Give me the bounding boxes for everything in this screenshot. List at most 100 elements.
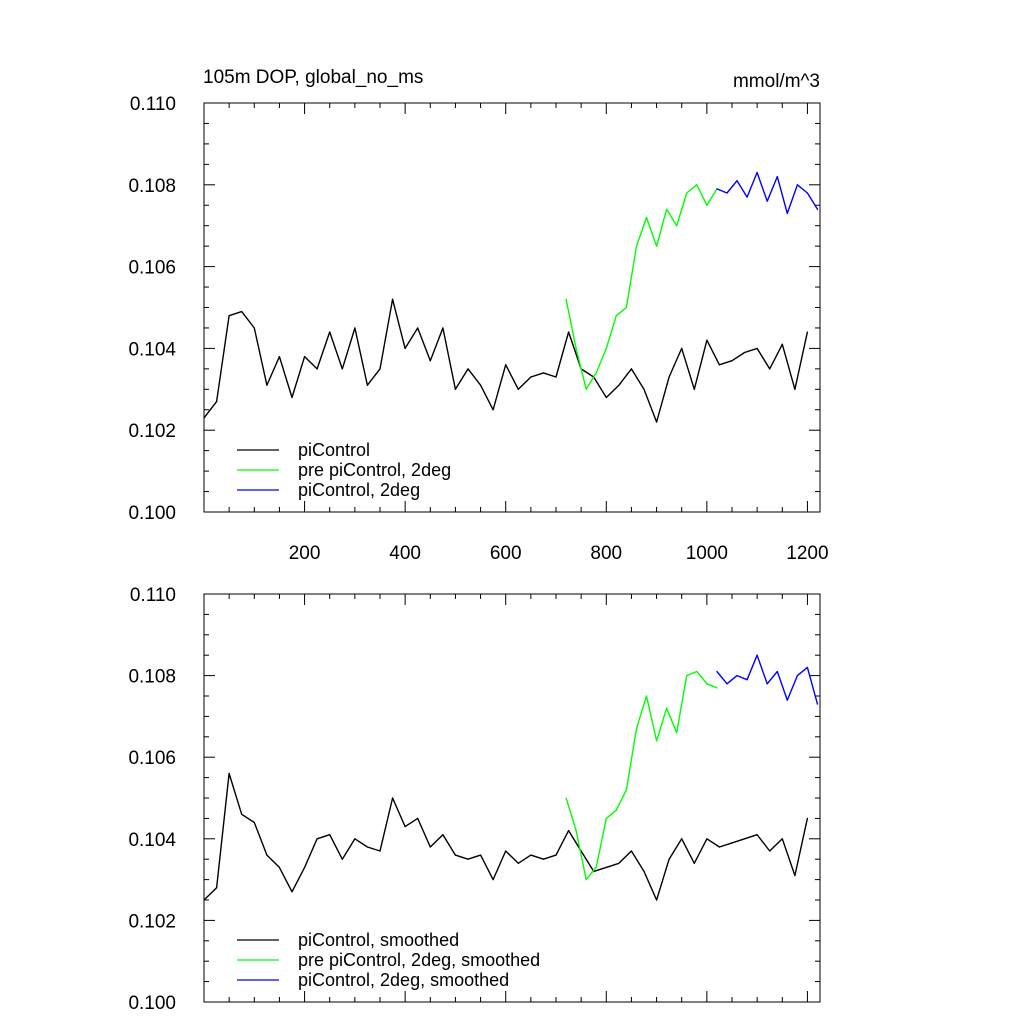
data-point [404, 347, 406, 349]
data-point [635, 245, 638, 247]
legend-label: piControl, 2deg, smoothed [298, 970, 509, 990]
data-point [429, 846, 431, 848]
data-point [479, 384, 482, 386]
data-point [776, 670, 778, 673]
data-point [794, 874, 796, 877]
data-point [769, 850, 771, 852]
data-point [655, 740, 658, 742]
data-point [756, 834, 758, 836]
data-point [417, 327, 419, 329]
y-tick-label: 0.108 [128, 176, 176, 197]
chart-title: 105m DOP, global_no_ms [203, 67, 423, 88]
data-point [696, 184, 698, 186]
data-point [645, 695, 648, 697]
plot-frame [203, 102, 821, 513]
data-point [796, 184, 798, 186]
data-point [786, 699, 788, 701]
data-point [736, 180, 738, 182]
data-point [643, 388, 645, 390]
data-point [681, 838, 683, 840]
data-point [615, 809, 617, 811]
data-point [635, 728, 638, 730]
data-point [585, 388, 587, 390]
data-point [716, 687, 718, 689]
data-point [746, 196, 748, 198]
data-point [366, 846, 369, 848]
data-point [467, 858, 469, 860]
data-point [706, 204, 708, 206]
legend-label: piControl [298, 440, 370, 460]
data-point [630, 368, 633, 370]
data-point [769, 368, 771, 370]
x-tick-label: 400 [389, 543, 421, 564]
y-tick-label: 0.102 [128, 911, 176, 932]
data-point [746, 679, 748, 681]
data-point [605, 866, 607, 868]
data-point [379, 368, 381, 370]
data-point [756, 171, 758, 174]
data-point [530, 376, 532, 378]
data-point [706, 838, 708, 840]
y-tick-label: 0.104 [128, 339, 176, 360]
data-point [693, 862, 695, 864]
data-point [595, 372, 597, 374]
data-point [731, 360, 733, 362]
data-point [786, 212, 788, 215]
data-point [726, 192, 728, 194]
data-point [686, 192, 688, 194]
data-point [479, 854, 482, 856]
data-point [565, 797, 567, 799]
data-point [766, 200, 768, 202]
data-point [676, 732, 678, 734]
data-point [542, 858, 545, 860]
data-point [776, 176, 778, 178]
data-point [743, 351, 746, 354]
data-point [756, 654, 758, 656]
data-point [492, 409, 494, 411]
data-point [215, 887, 218, 889]
data-point [467, 368, 469, 370]
data-point [555, 854, 557, 856]
data-point [391, 298, 394, 300]
data-point [379, 850, 381, 852]
data-point [736, 675, 738, 677]
data-point [203, 417, 205, 419]
data-point [756, 347, 758, 349]
data-point [706, 683, 708, 685]
data-point [567, 830, 570, 832]
data-point [291, 891, 293, 893]
data-point [454, 854, 457, 856]
data-point [354, 838, 356, 840]
series-line-0 [203, 772, 809, 901]
data-point [278, 866, 281, 868]
top-chart-panel: 105m DOP, global_no_ms mmol/m^3 200 400 60… [128, 67, 828, 564]
data-point [278, 355, 281, 358]
data-point [693, 388, 695, 390]
data-point [291, 396, 293, 399]
data-point [726, 683, 728, 685]
y-tick-label: 0.110 [130, 585, 176, 606]
data-point [630, 850, 633, 852]
data-point [655, 899, 658, 901]
data-point [303, 355, 306, 358]
data-point [429, 360, 431, 362]
data-point [241, 813, 243, 815]
legend-label: pre piControl, 2deg [298, 460, 451, 480]
data-point [766, 683, 768, 685]
y-tick-label: 0.104 [128, 830, 176, 851]
data-point [341, 368, 343, 370]
data-point [595, 866, 597, 868]
x-tick-label: 600 [490, 543, 522, 564]
x-tick-label: 800 [590, 543, 622, 564]
y-tick-label: 0.102 [128, 421, 176, 442]
legend-label: piControl, smoothed [298, 930, 459, 950]
data-point [806, 666, 809, 669]
data-point [716, 188, 718, 190]
data-point [605, 396, 607, 399]
data-point [618, 384, 620, 386]
data-point [253, 327, 255, 329]
data-point [565, 298, 567, 300]
data-point [655, 421, 658, 423]
data-point [542, 372, 545, 374]
